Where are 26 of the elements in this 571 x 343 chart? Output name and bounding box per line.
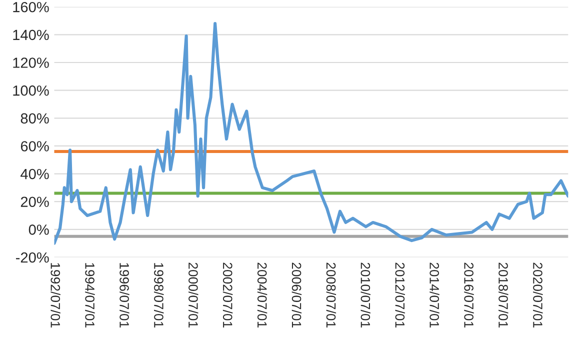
x-tick-label: 2020/07/01: [533, 262, 543, 328]
y-tick-label: 140%: [13, 30, 49, 40]
x-tick-label: 2006/07/01: [292, 262, 302, 328]
x-tick-label: 2012/07/01: [395, 262, 405, 328]
x-tick-label: 1994/07/01: [85, 263, 95, 328]
x-tick-label: 2016/07/01: [464, 262, 474, 328]
y-tick-label: 120%: [13, 58, 49, 68]
y-tick-label: 0%: [28, 224, 49, 235]
x-tick-label: 2010/07/01: [360, 262, 370, 328]
y-tick-label: 80%: [20, 113, 49, 124]
y-tick-label: -20%: [16, 252, 49, 263]
y-tick-label: 40%: [20, 168, 49, 180]
x-tick-label: 2018/07/01: [498, 262, 508, 328]
x-tick-label: 2000/07/01: [188, 262, 198, 328]
x-tick-label: 2002/07/01: [222, 262, 233, 328]
x-tick-label: 1996/07/01: [120, 263, 130, 328]
y-tick-label: 160%: [13, 2, 49, 12]
y-tick-label: 100%: [13, 85, 49, 96]
x-tick-label: 2004/07/01: [257, 262, 268, 328]
x-tick-label: 1992/07/01: [50, 263, 60, 328]
x-tick-label: 2014/07/01: [430, 262, 440, 328]
x-tick-label: 1998/07/01: [154, 263, 164, 328]
y-tick-label: 60%: [20, 141, 49, 152]
line-series: [54, 22, 568, 245]
y-tick-label: 20%: [20, 196, 49, 208]
x-tick-label: 2008/07/01: [326, 262, 336, 328]
